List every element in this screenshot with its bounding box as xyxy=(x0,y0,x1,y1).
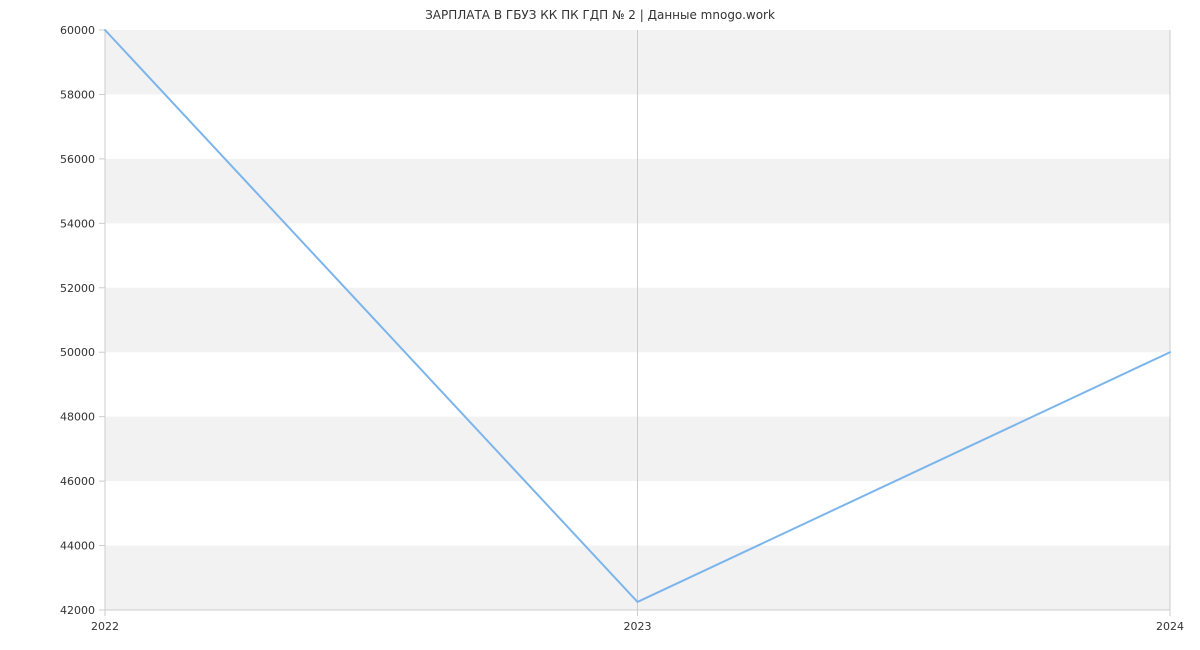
y-tick-label: 42000 xyxy=(60,604,95,617)
chart-title: ЗАРПЛАТА В ГБУЗ КК ПК ГДП № 2 | Данные m… xyxy=(0,8,1200,22)
y-tick-label: 52000 xyxy=(60,282,95,295)
y-tick-label: 56000 xyxy=(60,153,95,166)
x-tick-label: 2023 xyxy=(624,620,652,633)
x-tick-label: 2024 xyxy=(1156,620,1184,633)
y-tick-label: 44000 xyxy=(60,540,95,553)
y-tick-label: 48000 xyxy=(60,411,95,424)
y-tick-label: 46000 xyxy=(60,475,95,488)
y-tick-label: 54000 xyxy=(60,217,95,230)
y-tick-label: 58000 xyxy=(60,88,95,101)
salary-line-chart: ЗАРПЛАТА В ГБУЗ КК ПК ГДП № 2 | Данные m… xyxy=(0,0,1200,650)
y-tick-label: 50000 xyxy=(60,346,95,359)
x-tick-label: 2022 xyxy=(91,620,119,633)
chart-svg: 42000 44000 46000 48000 50000 52000 54000 56000… xyxy=(0,0,1200,650)
y-tick-label: 60000 xyxy=(60,24,95,37)
